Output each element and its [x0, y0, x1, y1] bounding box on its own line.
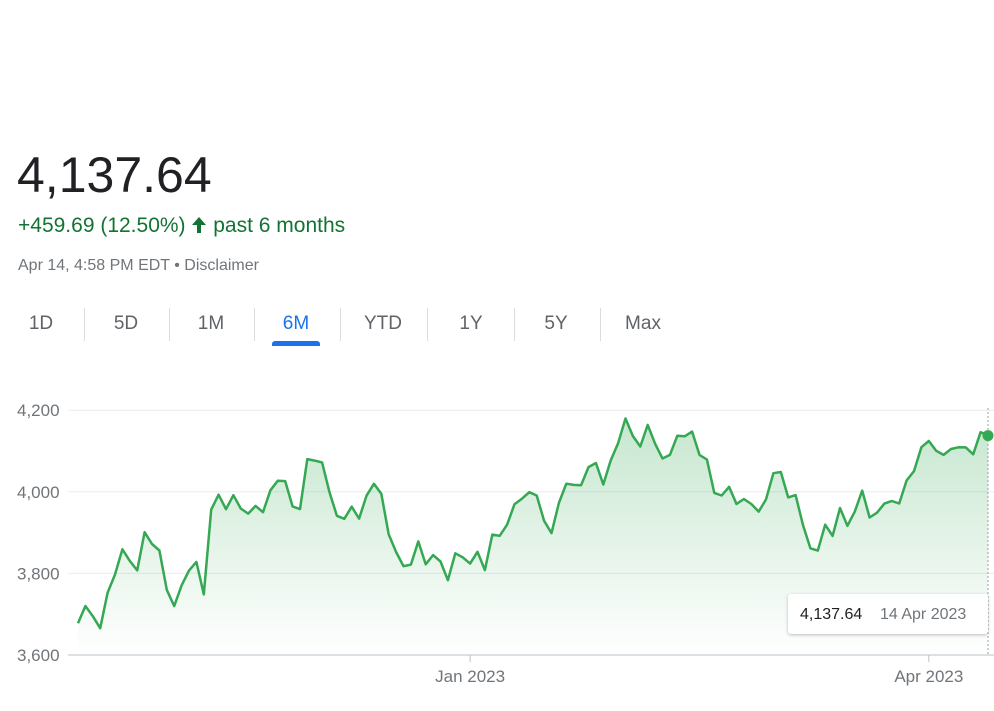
area [78, 418, 988, 655]
price-line [76, 417, 989, 630]
tooltip-box [788, 594, 988, 634]
range-tab[interactable]: 1Y [459, 313, 483, 334]
timestamp: Apr 14, 4:58 PM EDT [18, 257, 170, 274]
range-tab[interactable]: 5D [113, 313, 139, 334]
tooltip-value: 4,137.64 [800, 606, 862, 623]
tab-underline [272, 341, 320, 346]
price: 4,137.64 [17, 147, 212, 203]
x-tick-label: Apr 2023 [894, 667, 963, 686]
range-tab[interactable]: YTD [364, 313, 402, 334]
tab-separator [513, 308, 515, 341]
disclaimer-link[interactable]: Disclaimer [184, 257, 259, 274]
y-tick-label: 3,800 [17, 564, 60, 583]
change: +459.69 (12.50%) [18, 214, 186, 237]
timestamp-line: Apr 14, 4:58 PM EDT • Disclaimer [18, 257, 259, 274]
range-tab[interactable]: 1M [197, 313, 225, 334]
last-point [982, 430, 994, 442]
tab-separator [253, 308, 255, 341]
tab-separator [339, 308, 341, 341]
tab-separator [168, 308, 170, 341]
x-tick-label: Jan 2023 [435, 667, 505, 686]
up-arrow [192, 217, 207, 233]
tooltip-date: 14 Apr 2023 [880, 606, 966, 623]
range-tab[interactable]: Max [625, 313, 661, 334]
range-tab[interactable]: 5Y [544, 313, 568, 334]
period: past 6 months [213, 214, 346, 237]
range-tab[interactable]: 1D [28, 313, 54, 334]
tab-separator [83, 308, 85, 341]
y-tick-label: 4,000 [17, 483, 60, 502]
range-tab[interactable]: 6M [282, 313, 310, 334]
tab-separator [599, 308, 601, 341]
change-line: +459.69 (12.50%) past 6 months [18, 214, 345, 238]
y-tick-label: 3,600 [17, 646, 60, 665]
tooltip: 4,137.64 14 Apr 2023 [788, 594, 988, 634]
tab-separator [427, 308, 428, 341]
range-tabs: 1D 5D 1M 6M YTD 1Y 5Y Max [0, 300, 700, 350]
y-tick-label: 4,200 [17, 401, 60, 420]
